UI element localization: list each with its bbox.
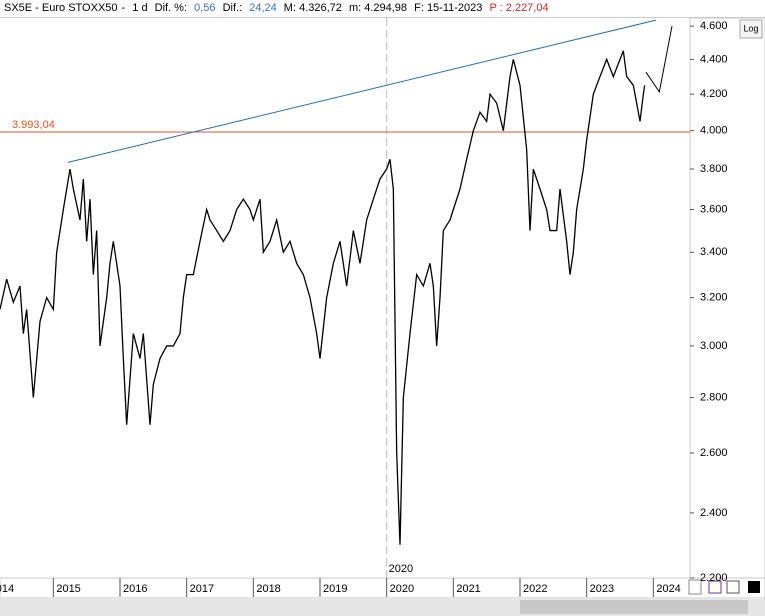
x-tick-label: 2022 <box>523 583 547 595</box>
y-tick-label: 2.800 <box>700 391 728 403</box>
x-tick-label: 2019 <box>323 583 347 595</box>
save-icon[interactable] <box>708 580 722 594</box>
y-tick-label: 4.400 <box>700 53 728 65</box>
x-tick-label: 2015 <box>56 583 80 595</box>
value: 24,24 <box>249 2 277 14</box>
icon[interactable] <box>688 579 702 595</box>
x-axis-panel <box>0 577 765 599</box>
y-tick-label: 4.000 <box>700 125 728 137</box>
period: 1 d <box>132 2 148 14</box>
label: Dif. %: <box>154 2 188 14</box>
min: m: 4.294,98 <box>348 2 408 14</box>
trend-line <box>67 19 657 163</box>
date: F: 15-11-2023 <box>414 2 483 14</box>
icon[interactable] <box>748 581 760 593</box>
y-tick-label: 3.800 <box>700 163 728 175</box>
y-tick-label: 4.600 <box>700 20 728 32</box>
log-button[interactable] <box>739 19 763 39</box>
icon[interactable] <box>726 580 740 594</box>
y-tick-label: 2.400 <box>700 507 728 519</box>
value: 0,56 <box>194 2 216 14</box>
log-button-label[interactable]: Log <box>743 23 758 33</box>
y-tick-label: 2.200 <box>700 572 728 584</box>
x-tick-label: 2023 <box>590 583 614 595</box>
x-tick-label: 2018 <box>256 583 280 595</box>
header: SX5E - Euro STOXX50- 1 d Dif. %: 0,56 Di… <box>0 0 765 18</box>
symbol: SX5E - Euro STOXX50 <box>4 2 118 14</box>
y-tick-label: 3.000 <box>700 340 728 352</box>
x-tick-label: 2024 <box>656 583 680 595</box>
x-tick-label: 2017 <box>190 583 214 595</box>
event-label: 2020 <box>389 563 413 575</box>
scroll-thumb[interactable] <box>520 600 748 614</box>
x-tick-label: 2016 <box>123 583 147 595</box>
y-tick-label: 3.400 <box>700 246 728 258</box>
x-tick-label: 2021 <box>456 583 480 595</box>
x-tick-label: 2014 <box>0 583 14 595</box>
x-tick-label: 2020 <box>390 583 414 595</box>
plot-area <box>0 18 690 578</box>
y-tick-label: 4.200 <box>700 88 728 100</box>
y-tick-label: 3.600 <box>700 203 728 215</box>
price: P : 2.227,04 <box>489 2 549 14</box>
projection-drawing <box>645 25 673 94</box>
max: M: 4.326,72 <box>283 2 342 14</box>
y-tick-label: 3.200 <box>700 292 728 304</box>
y-tick-label: 2.600 <box>700 447 728 459</box>
label: Dif.: <box>222 2 243 14</box>
horizontal-line-label: 3.993,04 <box>12 119 55 131</box>
price-line <box>0 50 646 545</box>
